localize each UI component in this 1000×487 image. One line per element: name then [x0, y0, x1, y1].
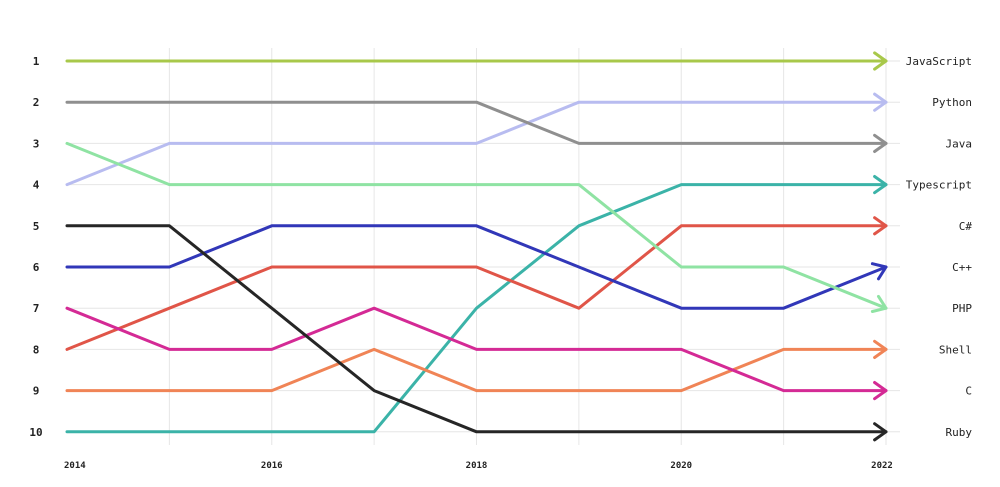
arrow-head-cplusplus — [870, 262, 888, 281]
rank-tick-label: 2 — [33, 96, 40, 109]
rank-tick-label: 4 — [33, 179, 40, 192]
rank-axis: 1 2 3 4 5 6 7 8 9 10 — [29, 55, 42, 439]
arrow-head-ruby — [873, 422, 888, 442]
rank-tick-label: 9 — [33, 385, 40, 398]
arrow-head-csharp — [873, 216, 888, 236]
series-line-c — [65, 306, 888, 393]
year-tick-label: 2018 — [466, 461, 488, 471]
year-tick-label: 2020 — [670, 461, 692, 471]
series-line-php — [65, 141, 888, 310]
series-label-python: Python — [932, 96, 972, 109]
rank-tick-label: 10 — [29, 426, 42, 439]
arrow-head-typescript — [873, 175, 888, 195]
year-tick-label: 2022 — [871, 461, 893, 471]
series-label-java: Java — [946, 137, 973, 150]
year-tick-label: 2016 — [261, 461, 283, 471]
series-label-ruby: Ruby — [946, 426, 973, 439]
series-lines — [65, 51, 888, 442]
series-line-csharp — [65, 224, 888, 351]
series-line-shell — [65, 347, 888, 393]
series-label-c: C — [965, 385, 972, 398]
arrow-head-java — [873, 133, 888, 153]
series-line-typescript — [65, 183, 888, 434]
series-label-javascript: JavaScript — [906, 55, 972, 68]
series-line-python — [65, 100, 888, 187]
language-labels: JavaScript Python Java Typescript C# C++ PHP Sh… — [906, 55, 973, 439]
series-line-java — [65, 100, 888, 145]
arrow-head-python — [873, 92, 888, 112]
arrow-head-php — [870, 294, 888, 313]
arrow-head-javascript — [873, 51, 888, 71]
rank-tick-label: 8 — [33, 343, 40, 356]
rank-tick-label: 1 — [33, 55, 40, 68]
rank-tick-label: 3 — [33, 137, 40, 150]
series-label-shell: Shell — [939, 343, 972, 356]
grid — [67, 48, 900, 445]
series-label-csharp: C# — [959, 220, 973, 233]
rank-tick-label: 6 — [33, 261, 40, 274]
series-label-typescript: Typescript — [906, 179, 972, 192]
rank-tick-label: 7 — [33, 302, 40, 315]
arrow-head-shell — [873, 339, 888, 359]
series-line-ruby — [65, 224, 888, 434]
arrow-head-c — [873, 381, 888, 401]
year-tick-label: 2014 — [64, 461, 86, 471]
year-axis: 2014 2016 2018 2020 2022 — [64, 461, 893, 471]
rank-tick-label: 5 — [33, 220, 40, 233]
series-label-php: PHP — [952, 302, 972, 315]
series-label-cplusplus: C++ — [952, 261, 972, 274]
